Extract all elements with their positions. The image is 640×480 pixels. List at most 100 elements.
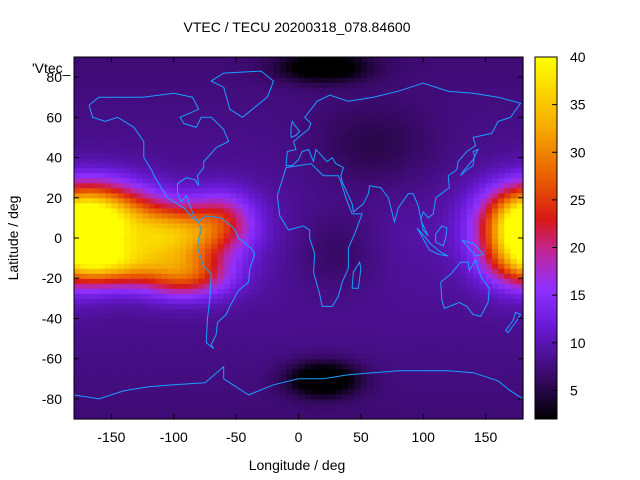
heatmap-cell — [348, 298, 356, 304]
heatmap-cell — [460, 338, 468, 345]
heatmap-cell — [186, 343, 194, 350]
heatmap-cell — [410, 238, 418, 244]
heatmap-cell — [198, 57, 206, 63]
heatmap-cell — [466, 368, 474, 375]
heatmap-cell — [416, 348, 424, 355]
heatmap-cell — [473, 187, 480, 194]
heatmap-cell — [236, 343, 243, 350]
heatmap-cell — [173, 258, 181, 264]
heatmap-cell — [286, 363, 293, 370]
heatmap-cell — [498, 92, 505, 98]
heatmap-cell — [148, 273, 156, 279]
heatmap-cell — [130, 117, 137, 123]
heatmap-cell — [136, 253, 144, 259]
heatmap-cell — [448, 217, 456, 224]
heatmap-cell — [473, 238, 480, 244]
heatmap-cell — [498, 323, 505, 330]
heatmap-cell — [161, 87, 169, 93]
heatmap-cell — [360, 373, 368, 380]
heatmap-cell — [148, 268, 156, 274]
heatmap-cell — [273, 278, 281, 284]
heatmap-cell — [111, 283, 119, 289]
heatmap-cell — [298, 187, 306, 194]
heatmap-cell — [335, 318, 343, 325]
heatmap-cell — [441, 227, 449, 234]
heatmap-cell — [211, 323, 219, 330]
heatmap-cell — [360, 152, 368, 159]
heatmap-cell — [498, 67, 505, 73]
heatmap-cell — [173, 248, 181, 254]
heatmap-cell — [485, 248, 493, 254]
heatmap-cell — [435, 283, 443, 289]
heatmap-cell — [267, 368, 275, 375]
heatmap-cell — [180, 222, 187, 229]
heatmap-cell — [248, 192, 256, 199]
heatmap-cell — [423, 283, 431, 289]
heatmap-cell — [416, 253, 424, 259]
heatmap-cell — [317, 318, 325, 325]
heatmap-cell — [180, 112, 187, 118]
heatmap-cell — [491, 363, 499, 370]
heatmap-cell — [491, 177, 499, 184]
heatmap-cell — [273, 182, 281, 189]
heatmap-cell — [130, 328, 137, 335]
heatmap-cell — [267, 373, 275, 380]
heatmap-cell — [392, 318, 399, 325]
heatmap-cell — [261, 182, 268, 189]
heatmap-cell — [317, 323, 325, 330]
heatmap-cell — [410, 363, 418, 370]
heatmap-cell — [180, 308, 187, 315]
heatmap-cell — [229, 187, 237, 194]
heatmap-cell — [460, 127, 468, 134]
heatmap-cell — [317, 408, 325, 415]
heatmap-cell — [229, 378, 237, 385]
heatmap-cell — [80, 67, 88, 73]
heatmap-cell — [367, 413, 374, 420]
heatmap-cell — [173, 338, 181, 345]
heatmap-cell — [479, 192, 487, 199]
heatmap-cell — [491, 373, 499, 380]
heatmap-cell — [479, 348, 487, 355]
heatmap-cell — [398, 378, 406, 385]
heatmap-cell — [441, 197, 449, 204]
heatmap-cell — [435, 383, 443, 390]
heatmap-cell — [310, 383, 318, 390]
heatmap-cell — [211, 222, 219, 229]
heatmap-cell — [217, 368, 225, 375]
heatmap-cell — [98, 232, 106, 239]
heatmap-cell — [398, 67, 406, 73]
heatmap-cell — [142, 177, 150, 184]
heatmap-cell — [148, 263, 156, 269]
heatmap-cell — [217, 273, 225, 279]
heatmap-cell — [435, 92, 443, 98]
heatmap-cell — [498, 238, 505, 244]
heatmap-cell — [130, 318, 137, 325]
heatmap-cell — [217, 77, 225, 83]
heatmap-cell — [123, 57, 131, 63]
heatmap-cell — [286, 102, 293, 108]
heatmap-cell — [286, 408, 293, 415]
heatmap-cell — [279, 67, 287, 73]
heatmap-cell — [211, 353, 219, 360]
heatmap-cell — [279, 72, 287, 78]
heatmap-cell — [329, 72, 337, 78]
heatmap-cell — [148, 157, 156, 164]
heatmap-cell — [348, 358, 356, 365]
heatmap-cell — [92, 117, 100, 123]
heatmap-cell — [323, 207, 331, 214]
heatmap-cell — [310, 207, 318, 214]
heatmap-cell — [423, 142, 431, 149]
heatmap-cell — [142, 147, 150, 154]
heatmap-cell — [279, 152, 287, 159]
heatmap-cell — [354, 132, 362, 139]
heatmap-cell — [491, 313, 499, 320]
heatmap-cell — [155, 72, 162, 78]
heatmap-cell — [304, 383, 312, 390]
heatmap-cell — [310, 348, 318, 355]
heatmap-cell — [441, 323, 449, 330]
heatmap-cell — [254, 162, 262, 169]
heatmap-cell — [323, 253, 331, 259]
heatmap-cell — [416, 92, 424, 98]
heatmap-cell — [373, 92, 381, 98]
heatmap-cell — [304, 278, 312, 284]
